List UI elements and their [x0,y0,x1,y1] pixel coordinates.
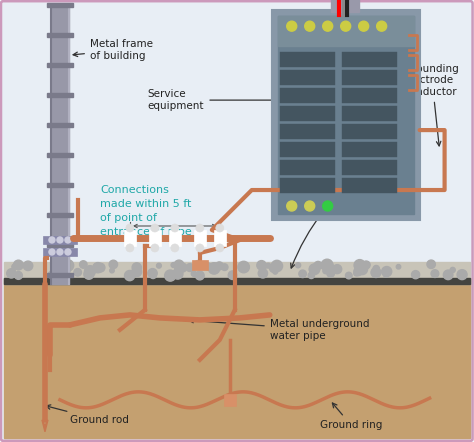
Circle shape [13,260,23,270]
Bar [47,63,73,67]
Circle shape [57,249,63,255]
Circle shape [126,224,134,232]
Circle shape [359,21,369,31]
Circle shape [354,267,362,276]
Circle shape [191,271,197,276]
Bar [47,123,73,127]
Circle shape [323,201,333,211]
Circle shape [48,271,56,278]
Bar [280,52,335,67]
Bar [331,0,359,12]
Circle shape [327,270,335,277]
Bar [224,394,236,406]
Circle shape [132,263,141,272]
Circle shape [150,272,156,278]
Circle shape [204,263,211,270]
Bar [280,178,335,193]
Bar [47,3,73,7]
Circle shape [308,272,314,278]
Circle shape [262,266,266,270]
Bar [47,183,73,187]
Circle shape [57,237,63,243]
Circle shape [341,21,351,31]
Circle shape [383,272,389,277]
Circle shape [309,264,320,274]
Circle shape [310,265,318,274]
Bar [342,160,397,175]
Circle shape [221,264,228,271]
Circle shape [23,261,33,271]
Circle shape [62,260,73,271]
Text: Metal frame
of building: Metal frame of building [73,39,153,61]
Circle shape [270,264,278,272]
Circle shape [333,265,342,274]
Circle shape [109,260,118,269]
Circle shape [173,269,183,279]
Text: Grounding
electrode
conductor: Grounding electrode conductor [405,64,459,146]
Circle shape [84,266,96,277]
Circle shape [244,267,248,271]
Bar [43,236,77,244]
Circle shape [323,263,334,273]
Circle shape [333,266,339,272]
Bar [342,88,397,103]
Bar [47,33,73,37]
Circle shape [175,267,180,272]
Circle shape [323,268,328,274]
Circle shape [109,268,114,273]
Text: Ground ring: Ground ring [319,403,382,430]
Circle shape [360,263,368,270]
Circle shape [194,260,202,268]
Bar [280,106,335,121]
Bar [280,160,335,175]
Circle shape [377,21,387,31]
Circle shape [396,264,401,269]
Circle shape [196,224,204,232]
Circle shape [156,263,161,268]
Circle shape [132,267,142,277]
Bar [47,153,73,157]
Circle shape [443,270,453,280]
Circle shape [151,224,159,232]
Circle shape [266,263,271,268]
Circle shape [287,21,297,31]
Bar [124,230,136,246]
Circle shape [125,272,131,278]
Circle shape [287,201,297,211]
Bar [4,278,470,438]
Circle shape [84,269,94,279]
Text: Ground rod: Ground rod [46,405,129,425]
Bar [342,124,397,139]
Text: Metal underground
water pipe: Metal underground water pipe [189,318,369,341]
Circle shape [196,244,204,252]
Circle shape [12,264,17,269]
Circle shape [411,271,419,279]
Circle shape [7,269,16,278]
Bar [4,262,470,284]
Circle shape [427,260,436,268]
Circle shape [64,267,70,273]
Circle shape [257,261,266,270]
Circle shape [354,271,359,276]
Bar [47,243,73,247]
Bar [342,70,397,85]
Circle shape [178,263,187,272]
Circle shape [346,272,352,279]
Circle shape [209,263,220,274]
Bar [149,230,161,246]
Bar [342,52,397,67]
Circle shape [174,260,184,270]
Bar [43,248,77,256]
Bar [47,273,73,277]
Circle shape [382,267,392,277]
Bar [194,230,206,246]
Bar [342,106,397,121]
Circle shape [126,244,134,252]
Bar [214,230,226,246]
Bar [47,93,73,97]
Circle shape [450,267,455,273]
Bar [280,70,335,85]
Text: Service
equipment: Service equipment [148,89,278,111]
Circle shape [216,244,224,252]
